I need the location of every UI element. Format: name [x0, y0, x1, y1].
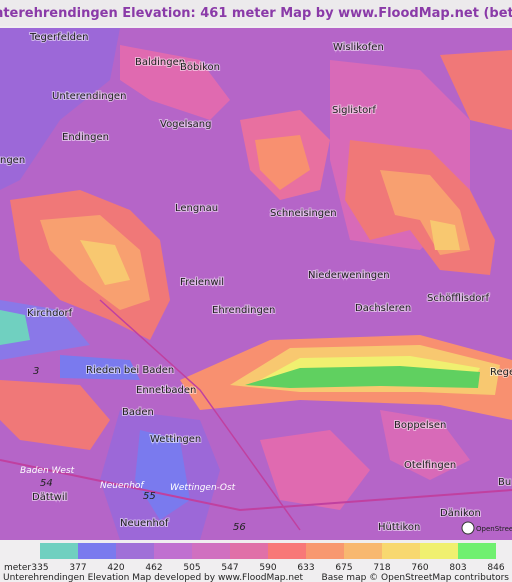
place-label: Ennetbaden	[136, 385, 196, 396]
legend-value: 462	[145, 563, 162, 573]
legend-swatch	[78, 543, 116, 559]
road-label: Neuenhof	[100, 481, 145, 491]
place-label: Vogelsang	[160, 119, 211, 130]
place-label: Otelfingen	[404, 460, 456, 471]
place-label: Endingen	[62, 132, 109, 143]
footer-credit: Base map © OpenStreetMap contributors	[322, 573, 510, 582]
place-label: Freienwil	[180, 277, 224, 288]
legend-value: 420	[107, 563, 124, 573]
legend-swatch	[382, 543, 420, 559]
place-label: Neuenhof	[120, 518, 169, 529]
elevation-map	[0, 28, 512, 540]
legend-swatch	[268, 543, 306, 559]
legend-value: 590	[259, 563, 276, 573]
place-label: Schöfflisdorf	[427, 293, 490, 304]
place-label: Rieden bei Baden	[86, 365, 174, 376]
place-label: Tegerfelden	[29, 32, 88, 43]
place-label: Unterendingen	[52, 91, 126, 102]
legend-unit: meter	[4, 563, 31, 573]
osm-logo: OpenStreetMap	[461, 521, 512, 535]
legend-swatch	[458, 543, 496, 559]
route-number: 55	[143, 491, 156, 502]
legend-value: 505	[183, 563, 200, 573]
legend-value: 547	[221, 563, 238, 573]
place-label: ngen	[0, 155, 25, 166]
place-label: Hüttikon	[378, 522, 420, 533]
road-label: Wettingen-Ost	[170, 483, 236, 493]
title-bar	[0, 0, 512, 26]
footer-credit: Unterehrendingen Elevation Map developed…	[3, 573, 304, 582]
legend-value: 846	[487, 563, 504, 573]
legend-swatch	[230, 543, 268, 559]
route-number: 54	[40, 478, 53, 489]
legend-swatch	[192, 543, 230, 559]
place-label: Kirchdorf	[27, 308, 73, 319]
map-title: Unterehrendingen Elevation: 461 meter Ma…	[0, 6, 512, 21]
legend-value: 760	[411, 563, 428, 573]
place-label: Boppelsen	[394, 420, 446, 431]
place-labels: Tegerfelden Wislikofen Baldingen Böbikon…	[0, 31, 512, 534]
place-label: Baden	[122, 407, 154, 418]
place-label: Niederweningen	[308, 270, 390, 281]
osm-logo-text: OpenStreetMap	[476, 525, 512, 533]
legend: 335 377 420 462 505 547 590 633 675 718 760 803 846 m…	[4, 543, 505, 573]
place-label: Siglistorf	[332, 105, 376, 116]
place-label: Bu	[498, 477, 511, 488]
legend-value: 675	[335, 563, 352, 573]
place-label: Dänikon	[440, 508, 481, 519]
road-label: Baden West	[20, 466, 75, 476]
legend-swatch	[40, 543, 78, 559]
place-label: Wislikofen	[333, 42, 384, 53]
place-label: Schneisingen	[270, 208, 337, 219]
place-label: Ehrendingen	[212, 305, 275, 316]
legend-value: 803	[449, 563, 466, 573]
place-label: Rege	[490, 367, 512, 378]
legend-swatch	[306, 543, 344, 559]
legend-value: 335	[31, 563, 48, 573]
place-label: Dättwil	[32, 492, 67, 503]
place-label: Lengnau	[175, 203, 218, 214]
legend-swatch	[344, 543, 382, 559]
route-number: 56	[233, 522, 246, 533]
legend-swatch	[116, 543, 154, 559]
place-label: Wettingen	[150, 434, 201, 445]
legend-value: 377	[69, 563, 86, 573]
legend-value: 633	[297, 563, 314, 573]
legend-swatch	[154, 543, 192, 559]
place-label: Böbikon	[180, 62, 220, 73]
route-number: 3	[33, 366, 39, 377]
place-label: Dachsleren	[355, 303, 411, 314]
legend-value: 718	[373, 563, 390, 573]
legend-swatch	[420, 543, 458, 559]
place-label: Baldingen	[135, 57, 185, 68]
